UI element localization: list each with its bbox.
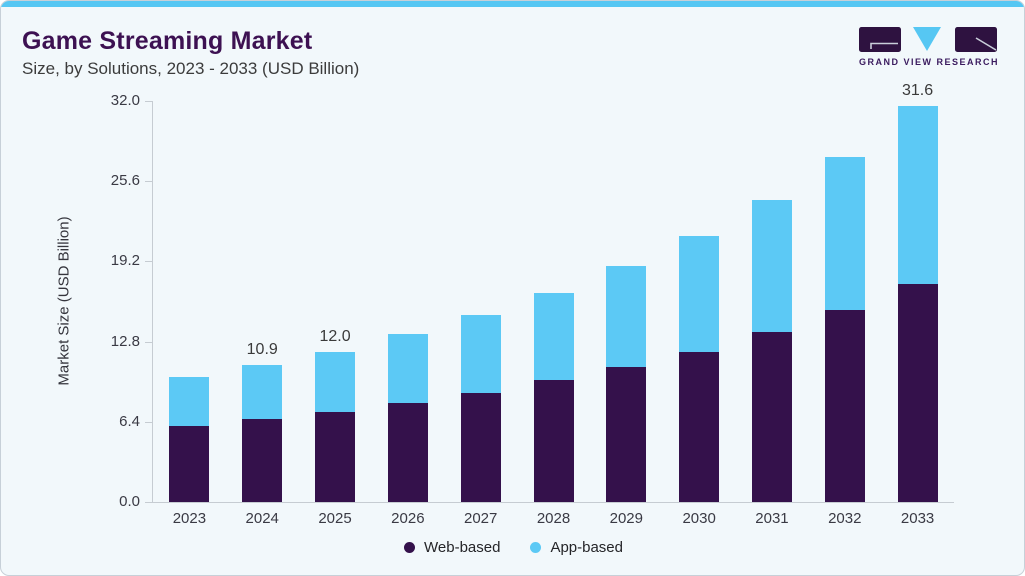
page-title: Game Streaming Market: [22, 27, 313, 55]
bar-segment-app-based-2027: [460, 315, 501, 393]
y-tick-mark: [145, 101, 152, 102]
x-tick-label-2025: 2025: [318, 510, 352, 527]
y-tick-label: 12.8: [110, 332, 140, 350]
x-tick-label-2033: 2033: [900, 510, 935, 527]
y-tick-mark: [145, 261, 152, 263]
bar-segment-app-based-2023: [169, 376, 210, 426]
bar-segment-app-based-2033: [897, 106, 938, 284]
gvr-logo-icon: [859, 27, 997, 52]
y-tick-label: 19.2: [110, 252, 140, 270]
x-tick-label-2026: 2026: [391, 510, 425, 527]
legend-label: App-based: [550, 539, 623, 556]
x-tick-label-2023: 2023: [172, 510, 207, 527]
logo-wordmark: GRAND VIEW RESEARCH: [859, 57, 1000, 67]
x-tick-label-2024: 2024: [245, 510, 279, 527]
x-tick-label-2029: 2029: [609, 510, 643, 527]
x-tick-label-2030: 2030: [682, 510, 716, 527]
y-tick-mark: [145, 341, 152, 343]
bar-segment-web-based-2026: [387, 403, 428, 502]
y-tick-label: 32.0: [110, 92, 140, 109]
legend-item-app-based: App-based: [530, 539, 623, 556]
legend-item-web-based: Web-based: [404, 539, 500, 556]
bar-segment-app-based-2031: [751, 199, 792, 332]
x-tick-label-2027: 2027: [463, 510, 498, 527]
bar-segment-app-based-2028: [533, 292, 574, 381]
bar-segment-web-based-2031: [751, 331, 792, 502]
legend-dot-icon: [530, 542, 542, 553]
x-tick-label-2028: 2028: [536, 510, 571, 527]
x-tick-label-2032: 2032: [828, 510, 862, 527]
bar-segment-web-based-2030: [679, 351, 720, 502]
bar-value-label-2024: 10.9: [246, 341, 278, 359]
y-axis-line: [152, 101, 153, 503]
y-tick-mark: [145, 421, 152, 423]
legend-dot-icon: [404, 542, 415, 553]
x-axis-line: [152, 502, 954, 503]
grand-view-research-logo: GRAND VIEW RESEARCH: [859, 25, 999, 69]
bar-segment-web-based-2025: [315, 411, 356, 502]
chart-legend: Web-based App-based: [1, 539, 1024, 556]
bar-segment-app-based-2032: [824, 157, 865, 311]
accent-top-strip: [1, 1, 1024, 7]
y-axis-title: Market Size (USD Billion): [55, 216, 73, 386]
bar-segment-web-based-2032: [824, 310, 865, 502]
bar-value-label-2033: 31.6: [902, 82, 934, 100]
bar-segment-web-based-2027: [460, 392, 501, 502]
legend-label: Web-based: [424, 539, 501, 556]
bar-segment-app-based-2025: [315, 351, 356, 412]
y-tick-label: 25.6: [110, 172, 140, 190]
plot-area: 0.0 6.4 12.8 19.2 25.6 32.0 2023 2024 10.9 2025 12…: [111, 82, 954, 527]
y-tick-label: 6.4: [119, 412, 140, 430]
y-tick-mark: [145, 181, 152, 183]
bar-segment-web-based-2023: [169, 425, 210, 502]
bar-segment-web-based-2028: [533, 380, 574, 502]
y-tick-label: 0.0: [119, 493, 140, 510]
bar-segment-app-based-2024: [242, 365, 283, 420]
bar-segment-app-based-2029: [606, 266, 647, 367]
bar-value-label-2025: 12.0: [319, 327, 351, 345]
y-tick-mark: [145, 502, 152, 503]
chart-subtitle: Size, by Solutions, 2023 - 2033 (USD Bil…: [22, 59, 360, 78]
bar-segment-web-based-2029: [606, 366, 647, 502]
bar-segment-web-based-2033: [897, 283, 938, 502]
bar-segment-app-based-2030: [679, 236, 720, 352]
x-tick-label-2031: 2031: [755, 510, 789, 527]
bar-segment-app-based-2026: [387, 334, 428, 403]
bar-segment-web-based-2024: [242, 419, 283, 502]
